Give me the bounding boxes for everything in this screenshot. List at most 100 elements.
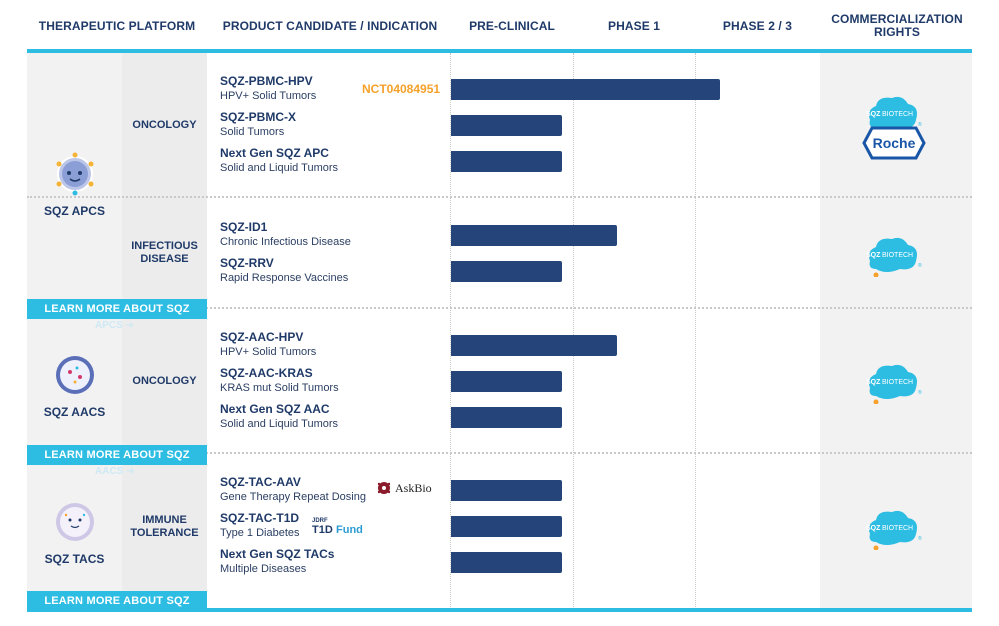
footer-divider <box>27 608 972 612</box>
header-product-candidate: PRODUCT CANDIDATE / INDICATION <box>222 18 438 33</box>
product-name: SQZ-PBMC-HPV <box>220 74 313 88</box>
progress-bar <box>451 480 562 501</box>
svg-text:BIOTECH: BIOTECH <box>882 111 913 118</box>
svg-text:SQZ: SQZ <box>866 252 881 259</box>
product-indication: Rapid Response Vaccines <box>220 272 349 284</box>
progress-bar <box>451 115 562 136</box>
product-indication: Chronic Infectious Disease <box>220 236 351 248</box>
progress-bar <box>451 151 562 172</box>
indication-band <box>122 53 207 609</box>
learn-more-tacs-button[interactable]: LEARN MORE ABOUT SQZ <box>27 591 207 611</box>
learn-more-aacs-button[interactable]: LEARN MORE ABOUT SQZ <box>27 445 207 465</box>
tac-cell-icon <box>53 500 97 544</box>
svg-text:SQZ: SQZ <box>866 525 881 532</box>
progress-bar <box>451 371 562 392</box>
svg-text:BIOTECH: BIOTECH <box>882 252 913 259</box>
progress-bar <box>451 407 562 428</box>
aac-cell-icon <box>53 353 97 397</box>
product-name: Next Gen SQZ APC <box>220 146 329 160</box>
product-name: SQZ-RRV <box>220 256 274 270</box>
product-name: SQZ-TAC-T1D <box>220 511 300 525</box>
platform-sqz-apcs: SQZ APCS <box>27 152 122 218</box>
product-indication: Gene Therapy Repeat Dosing <box>220 491 366 503</box>
platform-name: SQZ APCS <box>44 204 105 218</box>
svg-text:Roche: Roche <box>873 135 916 151</box>
askbio-label: AskBio <box>395 480 432 495</box>
arrow-right-icon: AACS ➔ <box>95 466 135 477</box>
svg-text:T1D: T1D <box>312 524 333 536</box>
svg-text:®: ® <box>918 389 922 396</box>
platform-name: SQZ TACS <box>44 552 105 566</box>
product-row: SQZ-RRV Rapid Response Vaccines <box>220 256 450 284</box>
sqz-biotech-logo: SQZ BIOTECH ® <box>866 510 922 550</box>
platform-sqz-aacs: SQZ AACS <box>27 353 122 419</box>
row-divider-3 <box>27 452 972 454</box>
product-indication: Solid Tumors <box>220 126 285 138</box>
pipeline-header: THERAPEUTIC PLATFORM PRODUCT CANDIDATE /… <box>0 0 999 53</box>
product-indication: Solid and Liquid Tumors <box>220 162 339 174</box>
progress-bar <box>451 261 562 282</box>
product-indication: Solid and Liquid Tumors <box>220 418 339 430</box>
product-row: SQZ-PBMC-HPV HPV+ Solid Tumors <box>220 74 450 102</box>
grid-line-phase23 <box>695 53 696 609</box>
product-row: Next Gen SQZ TACs Multiple Diseases <box>220 547 450 575</box>
sqz-biotech-logo: SQZ BIOTECH ® <box>866 364 922 404</box>
svg-text:®: ® <box>918 262 922 269</box>
arrow-right-icon: APCS ➔ <box>95 320 134 331</box>
sqz-biotech-logo: SQZ BIOTECH ® <box>866 237 922 277</box>
askbio-icon <box>377 482 391 494</box>
header-phase23: PHASE 2 / 3 <box>722 18 793 33</box>
svg-text:JDRF: JDRF <box>312 518 328 524</box>
learn-more-apcs-button[interactable]: LEARN MORE ABOUT SQZ <box>27 299 207 319</box>
progress-bar <box>451 225 617 246</box>
svg-text:®: ® <box>918 535 922 542</box>
header-phase1: PHASE 1 <box>607 18 661 33</box>
svg-text:Fund: Fund <box>336 524 363 536</box>
grid-line-preclinical <box>450 53 451 609</box>
product-indication: HPV+ Solid Tumors <box>220 346 317 358</box>
product-indication: Type 1 Diabetes <box>220 527 300 539</box>
clinical-trial-link[interactable]: NCT04084951 <box>362 82 441 96</box>
progress-bar <box>451 552 562 573</box>
product-row: Next Gen SQZ AAC Solid and Liquid Tumors <box>220 402 450 430</box>
product-name: SQZ-AAC-KRAS <box>220 366 313 380</box>
product-name: SQZ-TAC-AAV <box>220 475 301 489</box>
progress-bar <box>451 79 720 100</box>
product-indication: HPV+ Solid Tumors <box>220 90 317 102</box>
product-row: SQZ-AAC-HPV HPV+ Solid Tumors <box>220 330 450 358</box>
progress-bar <box>451 516 562 537</box>
apc-cell-icon <box>53 152 97 196</box>
product-indication: KRAS mut Solid Tumors <box>220 382 339 394</box>
grid-line-phase1 <box>573 53 574 609</box>
product-indication: Multiple Diseases <box>220 563 307 575</box>
product-row: SQZ-PBMC-X Solid Tumors <box>220 110 450 138</box>
svg-text:®: ® <box>918 121 922 128</box>
row-divider-2 <box>27 307 972 309</box>
product-row: SQZ-AAC-KRAS KRAS mut Solid Tumors <box>220 366 450 394</box>
askbio-logo: AskBio <box>376 480 432 496</box>
product-row: SQZ-TAC-T1D Type 1 Diabetes <box>220 511 450 539</box>
product-name: Next Gen SQZ TACs <box>220 547 335 561</box>
header-therapeutic-platform: THERAPEUTIC PLATFORM <box>38 18 196 33</box>
product-row: SQZ-TAC-AAV Gene Therapy Repeat Dosing <box>220 475 450 503</box>
svg-text:BIOTECH: BIOTECH <box>882 525 913 532</box>
indication-immune-tolerance: IMMUNE TOLERANCE <box>130 514 199 539</box>
platform-sqz-tacs: SQZ TACS <box>27 500 122 566</box>
product-name: SQZ-ID1 <box>220 220 268 234</box>
svg-text:SQZ: SQZ <box>866 379 881 386</box>
indication-oncology: ONCOLOGY <box>132 375 197 387</box>
indication-oncology: ONCOLOGY <box>132 119 197 131</box>
row-divider-1 <box>27 196 972 198</box>
header-commercialization: COMMERCIALIZATION RIGHTS <box>831 12 963 39</box>
product-row: Next Gen SQZ APC Solid and Liquid Tumors <box>220 146 450 174</box>
header-divider <box>27 49 972 53</box>
svg-text:BIOTECH: BIOTECH <box>882 379 913 386</box>
platform-name: SQZ AACS <box>43 405 106 419</box>
progress-bar <box>451 335 617 356</box>
svg-text:SQZ: SQZ <box>866 111 881 118</box>
product-name: SQZ-AAC-HPV <box>220 330 304 344</box>
jdrf-t1d-fund-logo: JDRF T1D Fund <box>312 518 363 536</box>
roche-logo: Roche <box>862 126 926 160</box>
product-name: Next Gen SQZ AAC <box>220 402 330 416</box>
header-pre-clinical: PRE-CLINICAL <box>469 18 555 33</box>
